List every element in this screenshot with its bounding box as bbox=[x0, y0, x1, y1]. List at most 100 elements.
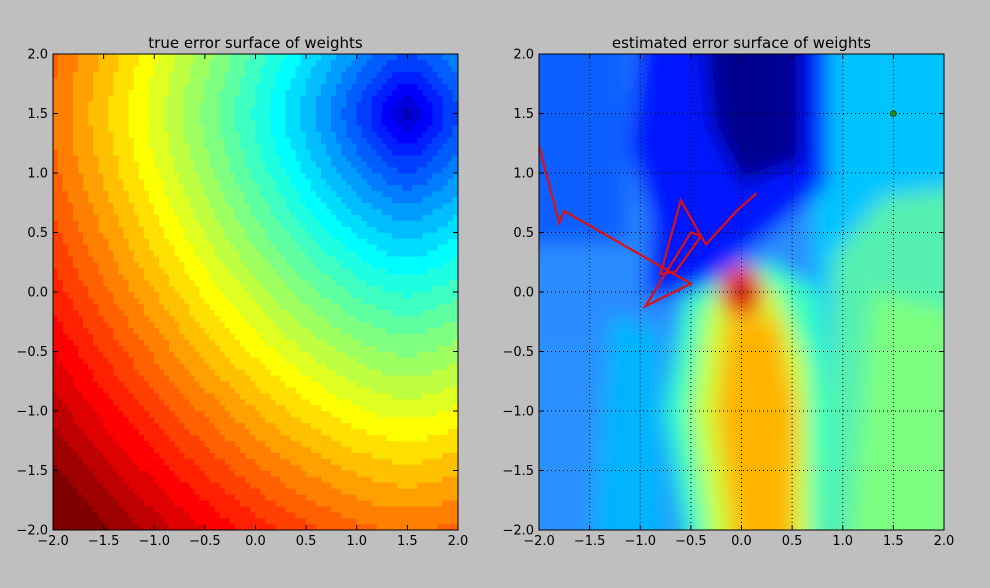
contour-cell bbox=[189, 273, 196, 281]
contour-cell bbox=[179, 434, 185, 442]
contour-cell bbox=[133, 250, 140, 257]
contour-cell bbox=[346, 446, 352, 453]
contour-cell bbox=[169, 422, 175, 430]
contour-cell bbox=[169, 482, 175, 489]
contour-cell bbox=[219, 256, 226, 263]
contour-cell bbox=[245, 369, 251, 376]
contour-cell bbox=[88, 428, 94, 436]
contour-cell bbox=[67, 160, 74, 168]
contour-cell bbox=[57, 428, 64, 436]
contour-cell bbox=[143, 380, 150, 388]
contour-cell bbox=[159, 160, 165, 168]
contour-cell bbox=[240, 113, 246, 120]
contour-cell bbox=[67, 208, 74, 215]
contour-cell bbox=[224, 380, 231, 388]
contour-cell bbox=[133, 476, 140, 483]
contour-cell bbox=[133, 220, 140, 227]
contour-cell bbox=[83, 71, 89, 79]
contour-cell bbox=[143, 499, 150, 507]
contour-cell bbox=[356, 386, 363, 394]
contour-cell bbox=[351, 523, 358, 530]
contour-cell bbox=[285, 327, 292, 334]
contour-cell bbox=[270, 464, 277, 471]
contour-cell bbox=[62, 95, 69, 102]
contour-cell bbox=[133, 297, 140, 305]
contour-cell bbox=[88, 77, 94, 85]
contour-cell bbox=[361, 464, 368, 471]
contour-cell bbox=[204, 380, 211, 388]
contour-cell bbox=[326, 345, 332, 352]
contour-cell bbox=[321, 398, 327, 406]
contour-cell bbox=[270, 517, 277, 525]
contour-cell bbox=[148, 154, 155, 162]
contour-cell bbox=[98, 131, 104, 138]
contour-cell bbox=[280, 65, 287, 73]
contour-cell bbox=[83, 77, 89, 85]
contour-cell bbox=[295, 148, 302, 156]
contour-cell bbox=[72, 327, 79, 334]
contour-cell bbox=[184, 101, 190, 108]
contour-cell bbox=[204, 172, 211, 180]
contour-cell bbox=[138, 160, 145, 168]
contour-cell bbox=[164, 339, 170, 346]
contour-cell bbox=[98, 386, 104, 394]
contour-cell bbox=[184, 363, 190, 370]
contour-cell bbox=[164, 131, 170, 138]
contour-cell bbox=[240, 458, 246, 465]
contour-cell bbox=[153, 154, 160, 162]
contour-cell bbox=[290, 375, 297, 382]
contour-cell bbox=[78, 285, 84, 293]
contour-cell bbox=[255, 416, 261, 424]
contour-cell bbox=[184, 434, 190, 442]
contour-cell bbox=[123, 345, 130, 352]
contour-cell bbox=[189, 113, 196, 120]
contour-cell bbox=[128, 375, 135, 382]
contour-cell bbox=[138, 220, 145, 227]
contour-cell bbox=[275, 297, 282, 305]
contour-cell bbox=[260, 261, 266, 269]
contour-cell bbox=[174, 238, 180, 245]
contour-cell bbox=[159, 101, 165, 108]
contour-cell bbox=[214, 267, 221, 275]
contour-cell bbox=[159, 363, 165, 370]
contour-cell bbox=[128, 511, 135, 519]
contour-cell bbox=[143, 363, 150, 370]
contour-cell bbox=[57, 190, 64, 198]
contour-cell bbox=[67, 220, 74, 227]
contour-cell bbox=[179, 357, 185, 364]
contour-cell bbox=[184, 511, 190, 519]
true-error-contours bbox=[53, 54, 458, 530]
contour-cell bbox=[265, 137, 271, 144]
contour-cell bbox=[118, 250, 125, 257]
contour-cell bbox=[143, 315, 150, 323]
contour-cell bbox=[78, 101, 84, 108]
contour-cell bbox=[270, 172, 277, 180]
contour-cell bbox=[315, 214, 322, 221]
contour-cell bbox=[270, 137, 277, 144]
contour-cell bbox=[143, 523, 150, 530]
contour-cell bbox=[57, 321, 64, 328]
contour-cell bbox=[148, 410, 155, 418]
contour-cell bbox=[57, 59, 64, 67]
contour-cell bbox=[199, 482, 206, 489]
contour-cell bbox=[214, 410, 221, 418]
contour-cell bbox=[341, 261, 347, 269]
contour-cell bbox=[78, 333, 84, 340]
contour-cell bbox=[194, 125, 201, 132]
contour-cell bbox=[164, 291, 170, 299]
contour-cell bbox=[98, 375, 104, 382]
contour-cell bbox=[164, 273, 170, 281]
contour-cell bbox=[159, 166, 165, 174]
contour-cell bbox=[153, 220, 160, 227]
contour-cell bbox=[260, 422, 266, 430]
contour-cell bbox=[72, 499, 79, 507]
contour-cell bbox=[72, 244, 79, 251]
contour-cell bbox=[290, 267, 297, 275]
contour-cell bbox=[300, 238, 307, 245]
contour-cell bbox=[113, 137, 120, 144]
contour-cell bbox=[53, 214, 59, 221]
contour-cell bbox=[174, 166, 180, 174]
contour-cell bbox=[214, 142, 221, 150]
contour-cell bbox=[270, 244, 277, 251]
contour-cell bbox=[148, 273, 155, 281]
